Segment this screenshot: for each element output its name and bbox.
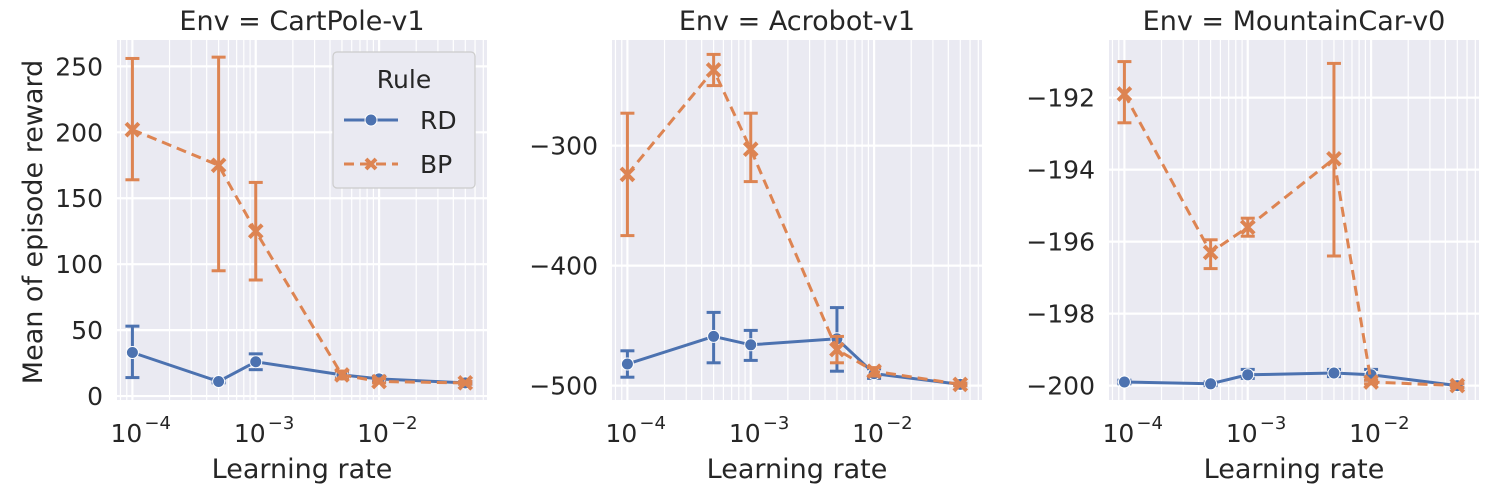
y-tick-label: −194 [1026,156,1095,185]
data-point [1116,86,1133,102]
series-bp [619,52,969,393]
y-tick-label: −300 [529,132,598,161]
series-line [1124,371,1458,388]
y-tick-label: 250 [55,52,103,81]
y-tick-label: 150 [55,184,103,213]
legend-marker [364,157,378,171]
data-point [1202,244,1219,261]
series-line [131,351,466,385]
y-tick-label: 200 [55,118,103,147]
series-line [626,334,961,386]
x-tick-label: 10 [1103,419,1135,448]
legend-title: Rule [377,65,431,94]
data-point [210,157,227,174]
x-tick-label: 10 [111,419,143,448]
data-point [334,367,350,383]
y-tick-label: 50 [71,316,103,345]
y-tick-label: −500 [529,372,598,401]
data-point [249,355,263,369]
panel-title: Env = Acrobot-v1 [679,6,915,37]
x-tick-exponent: −2 [391,413,418,434]
series-line [626,67,961,386]
data-point [619,166,636,183]
data-point [124,121,141,138]
x-tick-exponent: −3 [763,413,790,434]
x-tick-exponent: −4 [1136,413,1163,434]
plot-area [1109,40,1479,400]
x-tick-label: 10 [729,419,761,448]
series-line [131,128,466,385]
data-point [212,375,226,389]
x-tick-label: 10 [852,419,884,448]
x-tick-label: 10 [1226,419,1258,448]
legend: Rule RD BP [332,51,476,189]
x-tick-label: 10 [1349,419,1381,448]
data-point [125,346,139,360]
legend-marker [364,113,378,127]
y-tick-label: −192 [1026,84,1095,113]
data-point [371,373,387,390]
y-tick-label: −198 [1026,300,1095,329]
data-point [1363,374,1379,390]
y-tick-label: −200 [1026,372,1095,401]
data-point [866,363,882,380]
data-point [457,375,474,391]
data-point [707,329,721,343]
data-point [1326,150,1342,167]
data-point [705,62,722,78]
x-tick-label: 10 [234,419,266,448]
x-tick-exponent: −4 [144,413,171,434]
data-point [1327,366,1341,380]
x-tick-exponent: −2 [886,413,913,434]
series-line [1123,93,1458,388]
x-axis-label: Learning rate [1204,454,1385,485]
panel-title: Env = MountainCar-v0 [1143,6,1446,37]
data-point [744,338,758,352]
x-tick-exponent: −3 [1260,413,1287,434]
y-tick-label: 100 [55,250,103,279]
y-tick-label: 0 [87,382,103,411]
data-point [247,223,264,240]
legend-box [332,51,476,189]
y-tick-label: −400 [529,252,598,281]
data-point [620,357,634,371]
data-point [1239,219,1256,236]
series-bp [1116,60,1466,394]
plot-area [612,40,982,400]
legend-label: RD [420,106,457,135]
x-tick-exponent: −4 [639,413,666,434]
x-axis-label: Learning rate [707,454,888,485]
data-point [952,376,969,393]
x-tick-label: 10 [357,419,389,448]
data-point [742,141,759,158]
legend-label: BP [420,150,452,179]
x-tick-exponent: −3 [268,413,295,434]
data-point [1117,375,1131,389]
x-axis-label: Learning rate [212,454,393,485]
x-tick-exponent: −2 [1383,413,1410,434]
data-point [1241,368,1255,382]
y-tick-label: −196 [1026,228,1095,257]
data-point [1449,377,1466,394]
x-tick-label: 10 [606,419,638,448]
data-point [829,341,845,358]
y-axis-label: Mean of episode reward [18,60,49,384]
data-point [1204,377,1218,391]
panel-title: Env = CartPole-v1 [179,6,424,37]
series-bp [124,55,474,391]
